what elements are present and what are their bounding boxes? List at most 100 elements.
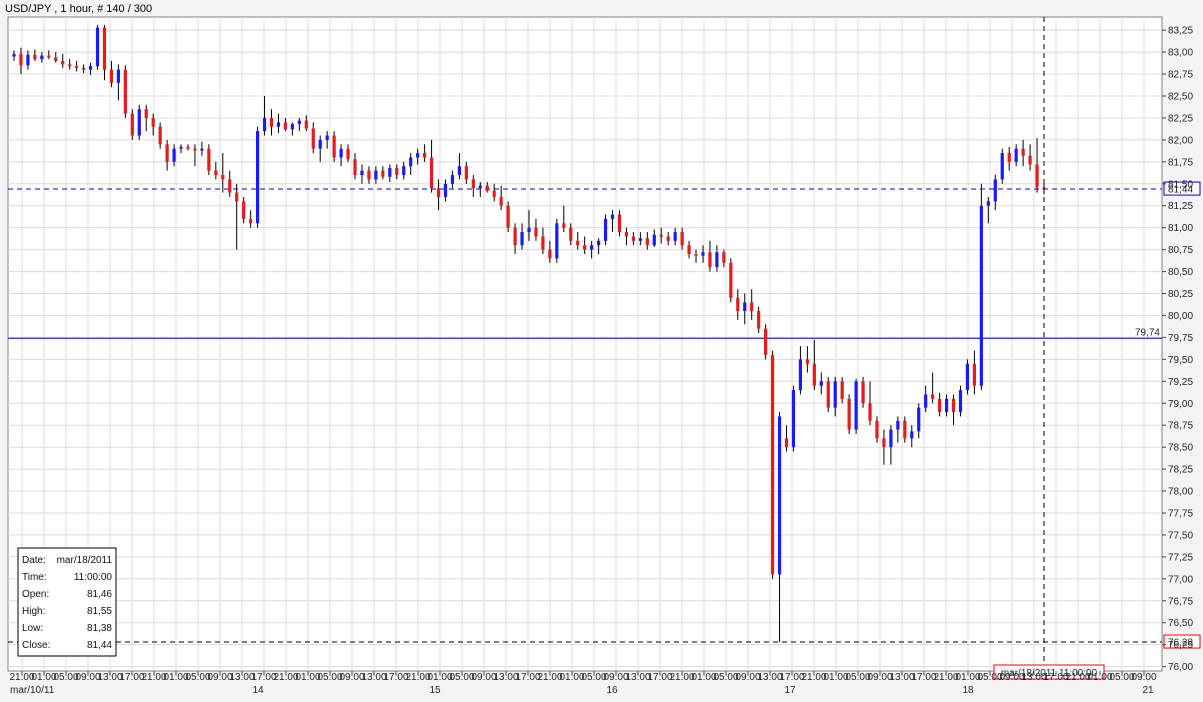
x-tick-label: 13:00	[97, 672, 122, 683]
y-tick-label: 76,25	[1168, 640, 1193, 651]
candle-body-down	[193, 148, 197, 151]
candle-body-down	[311, 128, 315, 149]
info-panel: Date: mar/18/2011 Time: 11:00:00 Open: 81,46 H…	[17, 547, 117, 657]
y-tick-label: 78,00	[1168, 487, 1193, 498]
candle-body-down	[214, 170, 218, 176]
candle-body-down	[569, 227, 573, 241]
candle-body-up	[986, 201, 990, 206]
candle-body-down	[381, 170, 385, 177]
candle-body-down	[423, 153, 427, 158]
candle-body-down	[54, 57, 58, 61]
x-tick-label: 09:00	[999, 672, 1024, 683]
candle-body-up	[791, 390, 796, 448]
candle-body-down	[562, 223, 566, 228]
candle-body-down	[506, 205, 510, 228]
x-date-label: 21	[1142, 685, 1154, 696]
candle-body-up	[95, 27, 100, 67]
candle-body-up	[457, 166, 462, 176]
y-axis: 83,25 83,00 82,75 82,50 82,25 82,00 81,75 81,50…	[1162, 26, 1193, 673]
plot-area	[7, 16, 1163, 672]
candle-body-down	[61, 60, 65, 65]
y-tick-label: 77,00	[1168, 574, 1193, 585]
candle-body-up	[944, 398, 949, 413]
candle-body-down	[436, 188, 441, 197]
candle-body-down	[576, 240, 580, 246]
x-tick-label: 09:00	[471, 672, 496, 683]
x-tick-label: 01:00	[559, 672, 584, 683]
candle-body-down	[130, 113, 134, 136]
x-tick-label: 21:00	[9, 672, 34, 683]
x-tick-label: 09:00	[603, 672, 628, 683]
candle-body-up	[701, 252, 705, 256]
x-tick-label: 09:00	[339, 672, 364, 683]
y-tick-label: 80,25	[1168, 289, 1193, 300]
y-tick-label: 77,50	[1168, 530, 1193, 541]
candle-body-up	[360, 170, 364, 176]
x-tick-label: 17:00	[1043, 672, 1068, 683]
candle-body-down	[1028, 155, 1032, 165]
candle-body-down	[645, 238, 649, 246]
candle-body-down	[617, 214, 622, 233]
info-row-value: 81,38	[87, 623, 112, 634]
candle-body-up	[402, 166, 406, 176]
candle-body-down	[47, 55, 51, 58]
candles	[12, 24, 1046, 643]
candle-body-down	[492, 190, 496, 197]
candle-body-down	[249, 218, 253, 224]
x-tick-label: 13:00	[361, 672, 386, 683]
y-tick-label: 81,50	[1168, 179, 1193, 190]
price-marker-box	[1163, 634, 1201, 649]
candle-body-down	[75, 66, 79, 68]
info-row-value: 81,46	[87, 589, 112, 600]
candle-body-up	[40, 55, 44, 60]
candle-body-down	[750, 302, 754, 312]
y-tick-label: 82,25	[1168, 113, 1193, 124]
y-tick-label: 79,50	[1168, 355, 1193, 366]
x-tick-label: 13:00	[229, 672, 254, 683]
candle-body-down	[812, 363, 816, 386]
x-tick-label: 05:00	[53, 672, 78, 683]
candle-body-up	[443, 183, 448, 197]
candle-body-up	[673, 232, 677, 241]
y-tick-label: 79,25	[1168, 377, 1193, 388]
candle-body-down	[346, 148, 350, 160]
x-tick-label: 21:00	[273, 672, 298, 683]
y-tick-label: 81,75	[1168, 157, 1193, 168]
candle-body-down	[826, 381, 830, 408]
candle-body-down	[882, 438, 886, 448]
candle-body-up	[137, 109, 141, 136]
x-tick-label: 13:00	[889, 672, 914, 683]
x-date-label: 15	[429, 685, 441, 696]
reference-line-label: 79,74	[1135, 327, 1160, 338]
candle-body-up	[652, 234, 656, 246]
x-date-label: 16	[606, 685, 618, 696]
x-tick-label: 21:00	[933, 672, 958, 683]
candle-body-down	[499, 196, 503, 206]
candle-body-up	[325, 135, 329, 140]
y-tick-label: 80,75	[1168, 245, 1193, 256]
x-tick-label: 21:00	[801, 672, 826, 683]
candle-body-down	[242, 201, 246, 219]
candle-body-down	[708, 252, 712, 268]
candle-body-down	[861, 381, 865, 404]
x-date-label: 18	[962, 685, 974, 696]
candle-body-up	[26, 54, 30, 66]
y-tick-label: 82,75	[1168, 70, 1193, 81]
candle-body-down	[165, 144, 169, 162]
info-row-label: Low:	[22, 623, 43, 634]
x-tick-label: 05:00	[977, 672, 1002, 683]
candle-body-up	[993, 179, 997, 202]
price-marker-box	[1163, 181, 1201, 196]
candle-body-down	[764, 328, 768, 355]
candle-body-up	[12, 53, 16, 57]
x-tick-label: 09:00	[735, 672, 760, 683]
candle-body-up	[527, 227, 531, 233]
candle-body-down	[938, 398, 942, 413]
candle-body-down	[687, 245, 691, 255]
candle-body-down	[304, 120, 308, 129]
candle-body-down	[805, 359, 809, 364]
candle-body-down	[109, 69, 114, 83]
candle-body-down	[68, 64, 72, 67]
candle-body-down	[680, 232, 684, 246]
